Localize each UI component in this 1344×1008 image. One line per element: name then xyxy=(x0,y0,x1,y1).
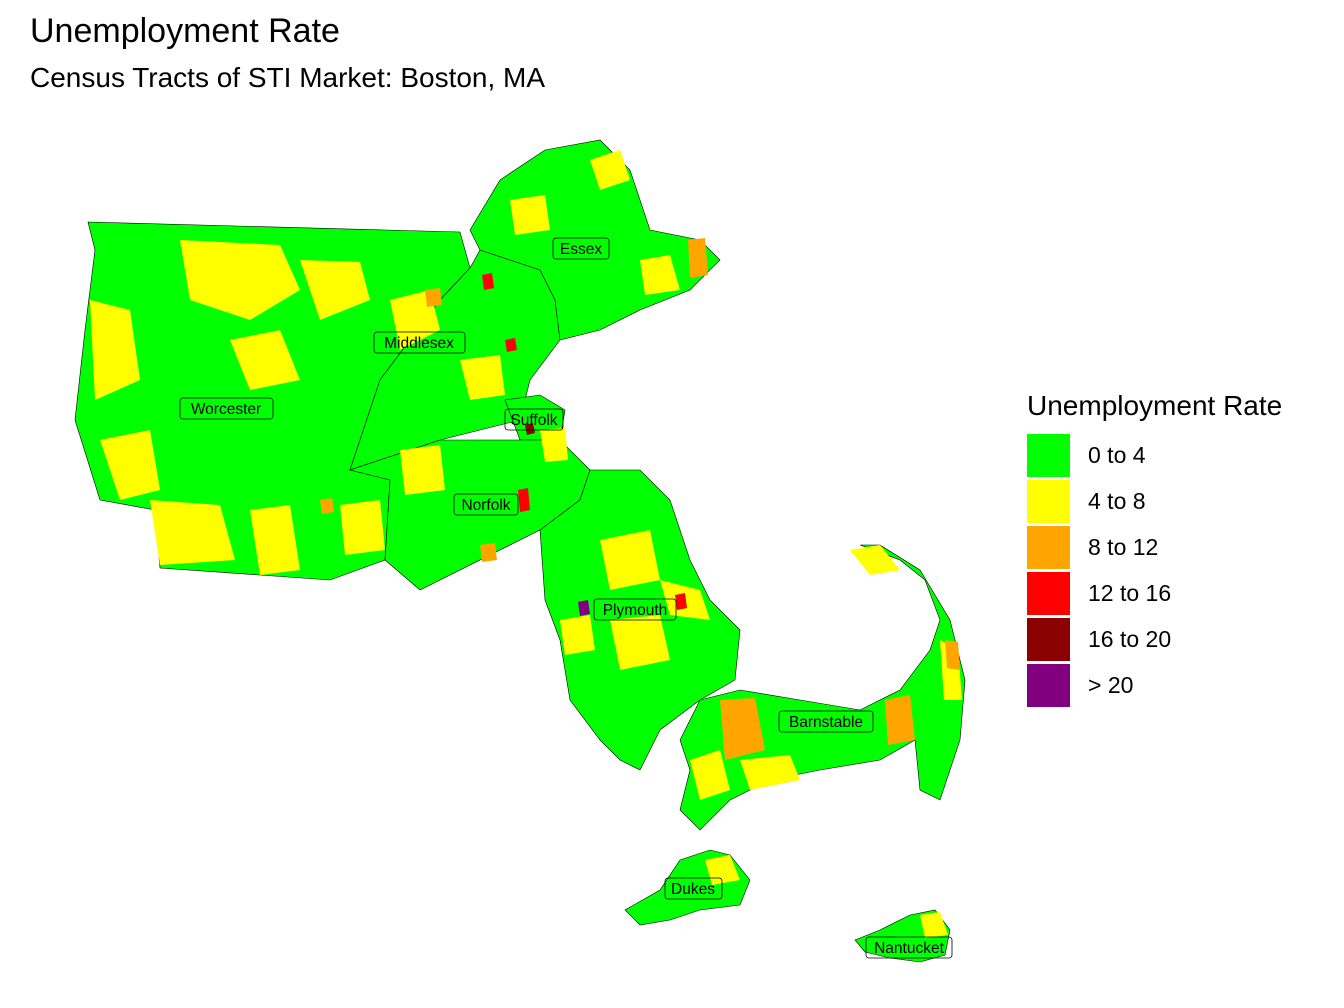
legend-label: 16 to 20 xyxy=(1088,625,1172,652)
svg-text:Nantucket: Nantucket xyxy=(874,940,944,957)
legend-item: 8 to 12 xyxy=(1027,524,1327,570)
legend-swatch xyxy=(1027,525,1070,569)
rate-over-20-patches xyxy=(578,600,590,616)
suffolk-region xyxy=(504,394,566,441)
barnstable-region xyxy=(679,544,966,831)
legend-swatch xyxy=(1027,663,1070,707)
legend-item: 4 to 8 xyxy=(1027,478,1327,524)
rate-16-to-20-patches xyxy=(525,423,535,435)
svg-text:Plymouth: Plymouth xyxy=(603,602,668,619)
legend-item: 0 to 4 xyxy=(1027,432,1327,478)
svg-text:Barnstable: Barnstable xyxy=(789,714,863,731)
county-label-worcester: Worcester xyxy=(179,397,274,420)
county-label-nantucket: Nantucket xyxy=(865,936,953,959)
county-label-middlesex: Middlesex xyxy=(373,331,466,354)
legend-item: 16 to 20 xyxy=(1027,616,1327,662)
legend-item: > 20 xyxy=(1027,662,1327,708)
rate-12-to-16-patches xyxy=(482,273,687,610)
map-legend: Unemployment Rate 0 to 4 4 to 8 8 to 12 … xyxy=(1027,390,1327,708)
svg-text:Dukes: Dukes xyxy=(671,881,715,898)
svg-text:Norfolk: Norfolk xyxy=(461,497,510,514)
legend-swatch xyxy=(1027,479,1070,523)
legend-swatch xyxy=(1027,571,1070,615)
legend-label: 4 to 8 xyxy=(1088,487,1146,514)
legend-item: 12 to 16 xyxy=(1027,570,1327,616)
legend-label: > 20 xyxy=(1088,671,1134,698)
county-label-barnstable: Barnstable xyxy=(778,710,874,733)
county-label-dukes: Dukes xyxy=(664,877,723,900)
county-label-plymouth: Plymouth xyxy=(593,598,677,621)
county-labels: Essex Middlesex Worcester Suffolk Norfol… xyxy=(179,237,953,959)
legend-title: Unemployment Rate xyxy=(1027,390,1283,421)
svg-text:Middlesex: Middlesex xyxy=(384,335,454,352)
rate-8-to-12-patches xyxy=(320,238,960,760)
county-label-norfolk: Norfolk xyxy=(453,493,519,516)
svg-text:Suffolk: Suffolk xyxy=(510,412,557,429)
svg-text:Worcester: Worcester xyxy=(191,401,261,418)
legend-label: 8 to 12 xyxy=(1088,533,1159,560)
legend-swatch xyxy=(1027,617,1070,661)
legend-label: 0 to 4 xyxy=(1088,441,1146,468)
map-title: Unemployment Rate xyxy=(30,12,340,50)
county-label-suffolk: Suffolk xyxy=(504,408,564,431)
county-label-essex: Essex xyxy=(552,237,610,260)
legend-swatch xyxy=(1027,433,1070,477)
map-subtitle: Census Tracts of STI Market: Boston, MA xyxy=(30,62,546,93)
legend-label: 12 to 16 xyxy=(1088,579,1172,606)
svg-text:Essex: Essex xyxy=(560,241,602,258)
